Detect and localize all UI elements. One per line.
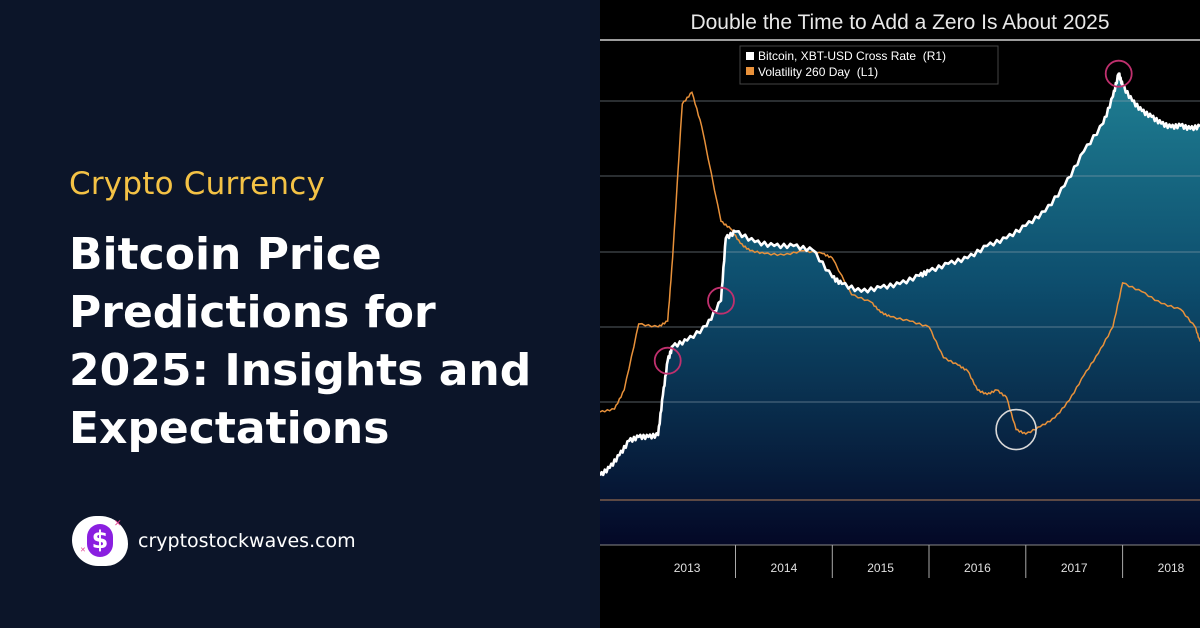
sparkle-icon: ✕ <box>114 519 122 529</box>
x-axis-band <box>600 545 1200 628</box>
legend-swatch-bitcoin <box>746 52 754 60</box>
x-tick-label: 2014 <box>771 561 798 575</box>
x-tick-label: 2017 <box>1061 561 1088 575</box>
volatility-low-marker <box>995 408 1037 451</box>
brand-logo: ✕ ✕ $ <box>72 516 128 566</box>
x-tick-label: 2013 <box>674 561 701 575</box>
bitcoin-peak-marker <box>707 286 735 315</box>
brand[interactable]: ✕ ✕ $ cryptostockwaves.com <box>72 516 356 566</box>
gridlines <box>600 100 1200 501</box>
left-panel: Crypto Currency Bitcoin Price Prediction… <box>69 166 532 566</box>
legend-box <box>739 45 999 85</box>
bitcoin-peak-marker <box>1104 59 1133 88</box>
x-tick-label: 2016 <box>964 561 991 575</box>
chart-title: Double the Time to Add a Zero Is About 2… <box>690 11 1109 34</box>
legend-label-volatility: Volatility 260 Day (L1) <box>758 65 878 79</box>
category-label[interactable]: Crypto Currency <box>69 166 326 202</box>
chart-panel: Double the Time to Add a Zero Is About 2… <box>600 0 1200 628</box>
legend: Bitcoin, XBT-USD Cross Rate (R1) Volatil… <box>739 45 999 85</box>
legend-swatch-volatility <box>746 67 754 75</box>
highlight-markers <box>653 59 1133 451</box>
bitcoin-area <box>600 73 1200 545</box>
page-title: Bitcoin Price Predictions for 2025: Insi… <box>69 229 532 454</box>
volatility-line <box>600 91 1200 436</box>
sparkle-icon: ✕ <box>80 546 86 554</box>
brand-name[interactable]: cryptostockwaves.com <box>138 530 356 552</box>
dollar-icon: $ <box>87 524 113 557</box>
x-tick-label: 2015 <box>867 561 894 575</box>
bitcoin-peak-marker <box>653 346 682 375</box>
x-tick-label: 2018 <box>1158 561 1185 575</box>
x-axis: 2013 2014 2015 2016 2017 2018 <box>674 545 1185 578</box>
chart: Double the Time to Add a Zero Is About 2… <box>600 11 1200 628</box>
bitcoin-line <box>600 72 1200 477</box>
legend-label-bitcoin: Bitcoin, XBT-USD Cross Rate (R1) <box>758 49 946 63</box>
